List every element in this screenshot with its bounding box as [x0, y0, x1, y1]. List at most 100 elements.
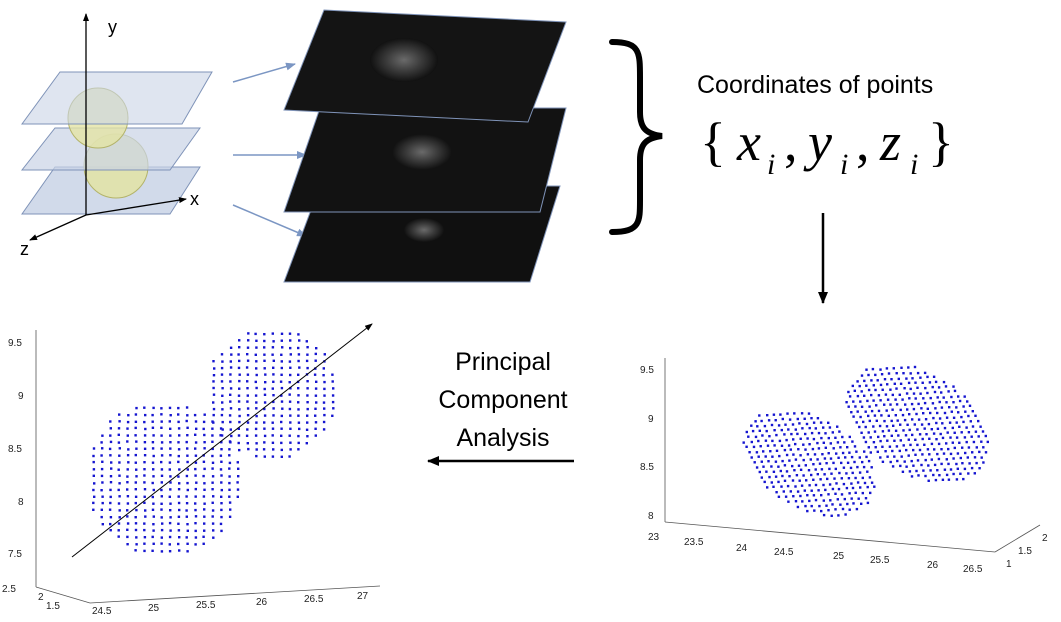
right-cloud-point	[926, 448, 930, 451]
right-cloud-point	[910, 402, 914, 406]
left-cloud-point	[186, 468, 189, 471]
left-cloud-point	[160, 488, 163, 492]
left-cloud-point	[271, 427, 275, 430]
right-cloud-point	[872, 399, 875, 402]
left-cloud-point	[246, 387, 249, 390]
right-cloud-point	[768, 475, 771, 479]
right-cloud-point	[880, 373, 884, 376]
right-cloud-point	[794, 442, 797, 446]
left-cloud-point	[255, 367, 258, 370]
left-cloud-point	[229, 400, 232, 403]
right-cloud-point	[837, 456, 840, 459]
left-cloud-point	[143, 468, 146, 471]
right-cloud-point	[840, 493, 844, 496]
left-cloud-point	[126, 543, 129, 546]
left-x-tick: 25.5	[196, 600, 216, 611]
left-cloud-point	[280, 394, 283, 397]
left-cloud-point	[92, 454, 95, 458]
formula-z: z	[879, 112, 901, 172]
right-cloud-point	[874, 373, 877, 377]
right-cloud-point	[848, 435, 851, 439]
left-cloud-point	[255, 454, 258, 458]
left-cloud-point	[263, 427, 266, 430]
right-cloud-point	[804, 464, 807, 467]
left-cloud-point	[143, 549, 146, 553]
right-cloud-point	[872, 425, 875, 428]
left-cloud-point	[160, 441, 164, 444]
left-cloud-point	[220, 508, 223, 512]
right-cloud-point	[934, 478, 938, 482]
left-cloud-point	[280, 441, 283, 445]
right-cloud-point	[950, 395, 953, 399]
right-cloud-point	[850, 497, 853, 500]
right-cloud-point	[973, 456, 977, 459]
left-cloud-point	[151, 535, 154, 539]
right-cloud-point	[823, 473, 826, 476]
left-y-tick: 1.5	[46, 601, 60, 612]
right-cloud-point	[952, 457, 955, 460]
left-cloud-point	[109, 440, 113, 444]
right-cloud-point	[917, 418, 921, 421]
left-cloud-point	[117, 488, 120, 492]
left-cloud-point	[220, 474, 223, 477]
right-cloud-point	[846, 502, 849, 506]
right-x-tick: 25	[833, 551, 845, 562]
right-cloud-point	[886, 439, 889, 442]
left-cloud-point	[255, 442, 258, 445]
left-cloud-point	[160, 474, 164, 477]
right-cloud-point	[941, 478, 945, 481]
left-cloud-point	[212, 495, 215, 498]
right-cloud-point	[960, 431, 963, 434]
left-cloud-point	[323, 387, 326, 391]
right-cloud-point	[862, 465, 866, 469]
left-cloud-point	[135, 447, 138, 450]
right-z-tick: 8.5	[640, 462, 654, 473]
right-cloud-point	[935, 438, 938, 441]
left-cloud-point	[202, 427, 205, 431]
right-cloud-point	[974, 430, 978, 433]
left-cloud-point	[219, 427, 223, 430]
left-cloud-point	[143, 454, 147, 457]
left-cloud-point	[177, 488, 181, 491]
pca-label-line3: Analysis	[456, 424, 549, 452]
left-cloud-point	[126, 515, 129, 518]
left-cloud-point	[100, 515, 103, 519]
right-cloud-point	[750, 440, 753, 444]
left-cloud-point	[117, 529, 120, 532]
right-cloud-point	[914, 397, 917, 400]
right-cloud-point	[865, 455, 868, 459]
left-cloud-point	[143, 434, 147, 437]
right-cloud-point	[962, 477, 965, 481]
left-cloud-point	[289, 346, 292, 350]
right-cloud-point	[841, 451, 845, 455]
left-cloud-point	[126, 528, 129, 531]
right-cloud-point	[916, 459, 920, 462]
left-cloud-point	[220, 502, 223, 505]
left-cloud-point	[134, 461, 137, 464]
left-cloud-point	[237, 394, 241, 397]
pca-label-line1: Principal	[455, 348, 551, 376]
right-cloud-point	[834, 508, 837, 511]
connector-arrow-bottom	[232, 204, 307, 237]
right-cloud-point	[967, 431, 971, 434]
left-cloud-point	[306, 407, 309, 411]
left-z-tick: 8	[18, 497, 24, 508]
left-cloud-point	[220, 434, 224, 437]
right-cloud-point	[869, 491, 872, 495]
right-cloud-point	[905, 377, 908, 380]
left-cloud-point	[212, 536, 215, 539]
right-cloud-point	[949, 468, 953, 471]
right-cloud-point	[863, 481, 867, 485]
right-cloud-point	[748, 451, 751, 454]
left-cloud-point	[322, 428, 326, 431]
right-cloud-point	[831, 431, 834, 434]
right-cloud-point	[822, 483, 825, 487]
right-cloud-point	[925, 433, 928, 436]
right-cloud-point	[860, 431, 863, 434]
left-cloud-point	[178, 468, 181, 471]
left-cloud-point	[169, 434, 172, 437]
left-cloud-point	[101, 460, 104, 463]
right-cloud-point	[851, 384, 854, 388]
connector-arrow-top	[232, 62, 296, 83]
right-cloud-point	[813, 453, 817, 456]
